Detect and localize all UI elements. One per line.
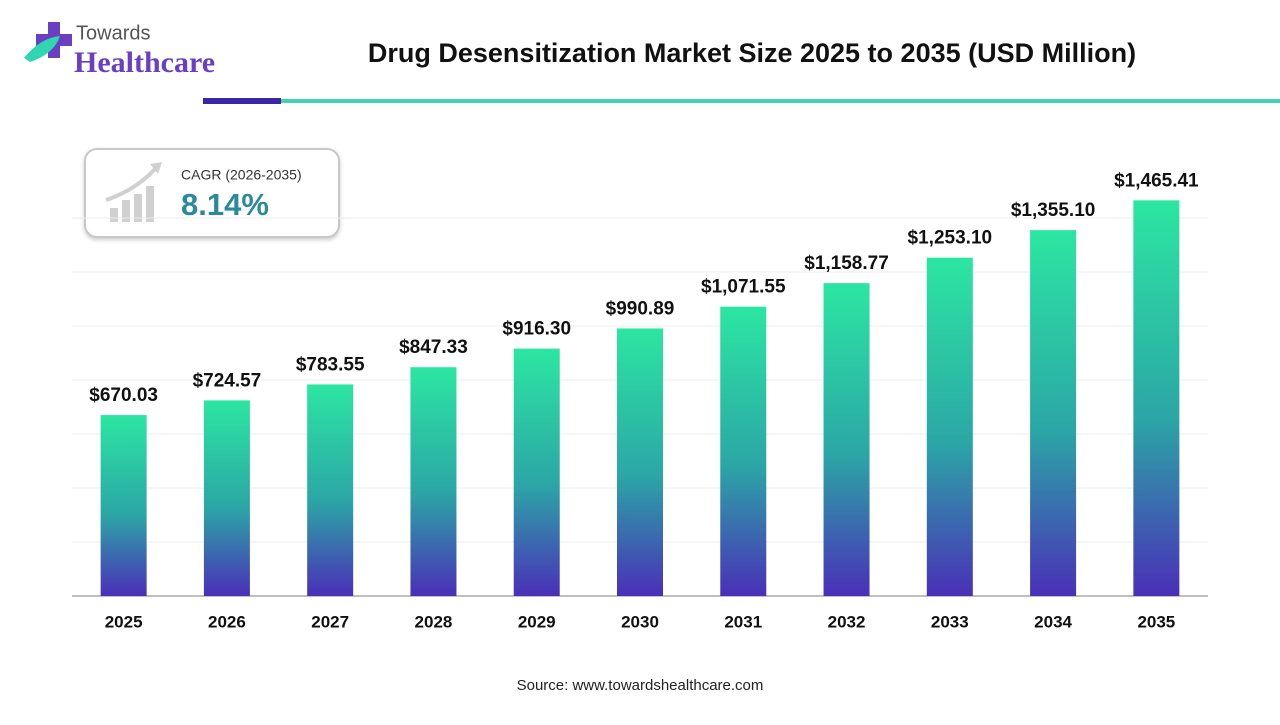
- x-tick-label: 2028: [415, 612, 453, 631]
- bar: [720, 306, 767, 596]
- bar: [823, 283, 870, 596]
- x-tick-label: 2027: [311, 612, 349, 631]
- value-label: $847.33: [399, 337, 468, 358]
- x-tick-label: 2026: [208, 612, 246, 631]
- x-tick-label: 2034: [1034, 612, 1072, 631]
- header-rule-accent: [203, 98, 281, 104]
- x-tick-label: 2035: [1137, 612, 1175, 631]
- value-label: $990.89: [606, 298, 675, 319]
- bar: [100, 415, 147, 596]
- bar: [203, 400, 250, 596]
- x-tick-label: 2029: [518, 612, 556, 631]
- logo: Towards Healthcare: [24, 22, 215, 79]
- bar: [1030, 230, 1077, 597]
- x-tick-label: 2030: [621, 612, 659, 631]
- cagr-box: CAGR (2026-2035) 8.14%: [84, 148, 340, 238]
- value-label: $1,071.55: [701, 277, 786, 298]
- bar: [1133, 200, 1180, 596]
- value-label: $1,158.77: [804, 253, 889, 274]
- bar: [617, 328, 663, 596]
- source: Source: www.towardshealthcare.com: [517, 677, 764, 694]
- value-label: $670.03: [89, 385, 158, 406]
- logo-leaf: [24, 36, 60, 62]
- x-tick-label: 2033: [931, 612, 969, 631]
- bar: [926, 257, 973, 596]
- bar: [307, 384, 354, 596]
- x-tick-label: 2031: [724, 612, 762, 631]
- bar: [513, 348, 560, 596]
- chart-title: Drug Desensitization Market Size 2025 to…: [368, 38, 1136, 68]
- logo-line1: Towards: [76, 22, 150, 44]
- cagr-value: 8.14%: [181, 187, 269, 222]
- value-label: $1,253.10: [908, 228, 993, 249]
- x-tick-label: 2025: [105, 612, 143, 631]
- value-label: $724.57: [193, 370, 262, 391]
- value-label: $1,355.10: [1011, 200, 1096, 221]
- bar: [410, 367, 457, 596]
- cagr-label: CAGR (2026-2035): [181, 167, 302, 183]
- header-rule: [281, 99, 1280, 103]
- x-tick-label: 2032: [828, 612, 866, 631]
- value-label: $783.55: [296, 354, 365, 375]
- value-label: $1,465.41: [1114, 170, 1199, 191]
- logo-line2: Healthcare: [74, 46, 215, 79]
- value-label: $916.30: [502, 319, 571, 340]
- cagr-icon: [105, 162, 162, 222]
